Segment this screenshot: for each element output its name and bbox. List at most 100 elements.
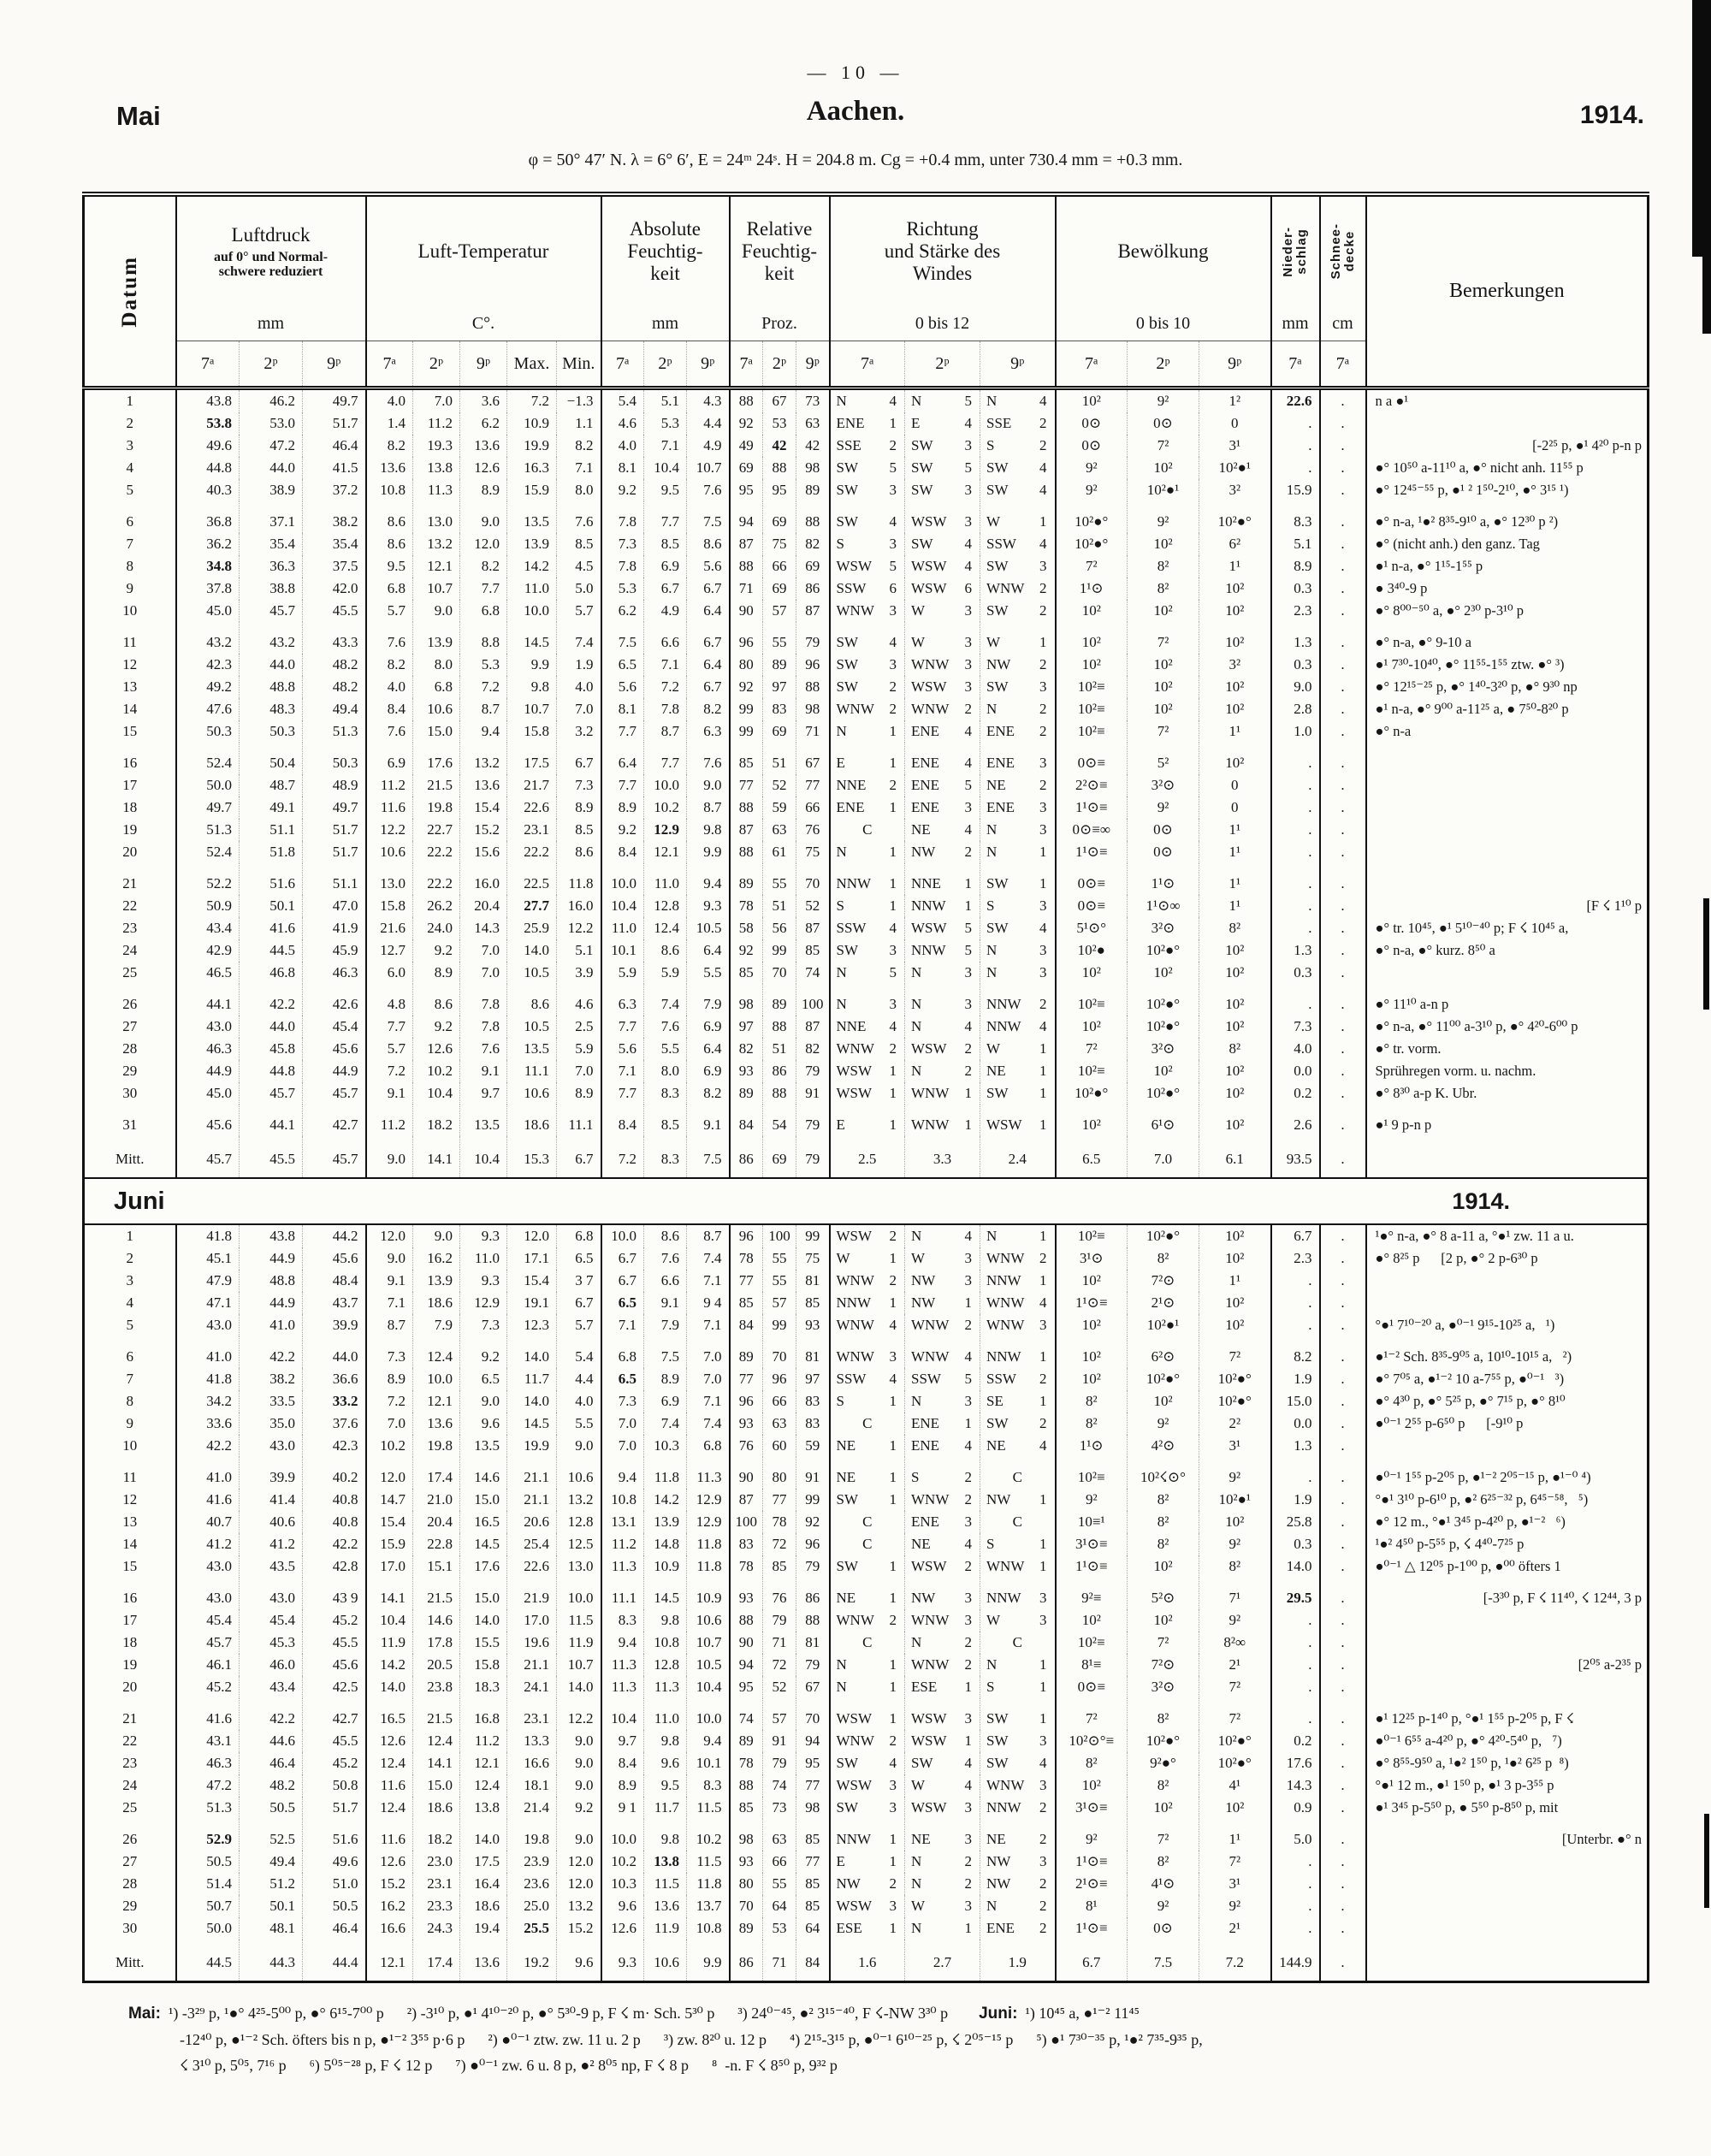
value-cell: 21.7: [506, 774, 557, 797]
value-cell: 11.0: [643, 863, 687, 895]
value-cell: 43 9: [302, 1578, 367, 1609]
remark-cell: [2⁰⁵ a-2³⁵ p: [1578, 1656, 1642, 1673]
value-cell: 8²: [1127, 578, 1199, 600]
value-cell: 19.9: [506, 1435, 557, 1457]
wind-strength: 1: [1039, 1348, 1047, 1365]
value-cell: 7.7: [643, 501, 687, 533]
value-cell: 43.4: [239, 1676, 303, 1698]
wind-direction: W: [836, 1250, 850, 1266]
value-cell: 92: [796, 1511, 831, 1533]
value-cell: 0: [1199, 774, 1272, 797]
value-cell: 9.1: [459, 1060, 507, 1082]
value-cell: 95: [762, 479, 796, 501]
wind-direction: S: [836, 1393, 844, 1409]
value-cell: 7.4: [556, 622, 602, 654]
value-cell: .: [1319, 501, 1367, 533]
value-cell: 85: [796, 1819, 831, 1851]
wind-cell: SSE 2: [980, 412, 1057, 435]
value-cell: .: [1319, 1224, 1367, 1247]
value-cell: 71: [796, 720, 831, 743]
wind-direction: NE: [836, 1590, 856, 1606]
wind-strength: 1: [964, 1679, 973, 1695]
value-cell: 15.6: [459, 841, 507, 863]
value-cell: 9.3: [459, 1270, 507, 1292]
value-cell: 6.4: [686, 654, 731, 676]
wind-direction: WNW: [986, 1558, 1025, 1574]
value-cell: 1.0: [1270, 720, 1321, 743]
value-cell: 17.1: [506, 1247, 557, 1270]
footnote-line: ☇ 3¹⁰ p, 5⁰⁵, 7¹⁶ p ⁶) 5⁰⁵⁻²⁸ p, F ☇ 12 …: [180, 2052, 1634, 2078]
value-cell: 10²: [1055, 1774, 1128, 1797]
value-cell: 24.0: [412, 917, 460, 939]
value-cell: 42: [762, 435, 796, 457]
value-cell: 9.1: [643, 1292, 687, 1314]
remark-cell: ●° 11¹⁰ a-n p: [1375, 996, 1449, 1012]
value-cell: 3²⊙: [1127, 1038, 1199, 1060]
value-cell: 10²: [1055, 1016, 1128, 1038]
value-cell: .: [1319, 1105, 1367, 1136]
value-cell: 6.8: [365, 578, 413, 600]
value-cell: 7.9: [643, 1314, 687, 1336]
value-cell: 96: [796, 654, 831, 676]
value-cell: 144.9: [1270, 1940, 1321, 1982]
observation-row: 28 51.4 51.2 51.0 15.2 23.1 16.4 23.6 12.0 10.3 11…: [83, 1873, 1649, 1895]
observation-row: 11 43.2 43.2 43.3 7.6 13.9 8.8 14.5 7.4 7.5 6.6 6.7…: [83, 622, 1649, 654]
value-cell: 40.6: [239, 1511, 303, 1533]
wind-direction: N: [911, 996, 922, 1012]
value-cell: .: [1319, 1082, 1367, 1105]
wind-strength: 2: [964, 1656, 973, 1673]
value-cell: 83: [762, 698, 796, 720]
value-cell: 48.2: [302, 654, 367, 676]
value-cell: 8.2: [686, 698, 731, 720]
wind-cell: WNW 3: [829, 1336, 905, 1368]
value-cell: 91: [796, 1082, 831, 1105]
value-cell: 10.7: [686, 457, 731, 479]
value-cell: .: [1319, 1917, 1367, 1940]
rel-feuchtigkeit-unit: Proz.: [729, 306, 831, 341]
value-cell: 55: [762, 1873, 796, 1895]
value-cell: 51.7: [302, 1797, 367, 1819]
remark-cell: ●¹ 9 p-n p: [1375, 1116, 1432, 1133]
value-cell: 14.5: [643, 1578, 687, 1609]
value-cell: 1¹: [1199, 895, 1272, 917]
value-cell: 72: [762, 1533, 796, 1555]
value-cell: .: [1319, 1774, 1367, 1797]
remark-cell: ●⁰⁻¹ 1⁵⁵ p-2⁰⁵ p, ●¹⁻² 2⁰⁵⁻¹⁵ p, ●¹⁻⁰ ⁴): [1375, 1469, 1591, 1485]
value-cell: 9.2: [412, 1016, 460, 1038]
value-cell: 9.7: [601, 1730, 644, 1752]
value-cell: 13.7: [686, 1895, 731, 1917]
wind-direction: NNW: [911, 897, 946, 914]
value-cell: .: [1270, 841, 1321, 863]
value-cell: 87: [729, 533, 763, 555]
value-cell: 5.9: [643, 962, 687, 984]
value-cell: 15.0: [412, 1774, 460, 1797]
observation-row: 25 51.3 50.5 51.7 12.4 18.6 13.8 21.4 9.2 9 1 11.7…: [83, 1797, 1649, 1819]
value-cell: 7.4: [643, 1413, 687, 1435]
value-cell: 43.8: [239, 1224, 303, 1247]
value-cell: 11.2: [365, 774, 413, 797]
value-cell: .: [1319, 1851, 1367, 1873]
value-cell: 23.8: [412, 1676, 460, 1698]
value-cell: 15.3: [506, 1136, 557, 1178]
wind-cell: SW 2: [980, 600, 1057, 622]
value-cell: 44.1: [175, 984, 240, 1016]
value-cell: 52.4: [175, 743, 240, 774]
value-cell: 1¹⊙≡: [1055, 1917, 1128, 1940]
wind-direction: SSE: [986, 415, 1012, 431]
value-cell: C: [980, 1457, 1057, 1489]
observation-row: 8 34.2 33.5 33.2 7.2 12.1 9.0 14.0 4.0 7.3 6.9 7.1 9…: [83, 1390, 1649, 1413]
value-cell: 5.4: [556, 1336, 602, 1368]
observation-row: 14 47.6 48.3 49.4 8.4 10.6 8.7 10.7 7.0 8.1 7.8 8.2…: [83, 698, 1649, 720]
value-cell: 6.9: [643, 1390, 687, 1413]
value-cell: 10²●°: [1055, 533, 1128, 555]
day-cell: 2: [83, 1247, 177, 1270]
wind-direction: S: [911, 1469, 920, 1485]
value-cell: 55: [762, 1270, 796, 1292]
value-cell: .: [1270, 863, 1321, 895]
value-cell: 49.1: [239, 797, 303, 819]
wind-direction: NNW: [836, 875, 872, 891]
wind-direction: WNW: [911, 1116, 950, 1133]
wind-strength: 1: [1039, 1679, 1047, 1695]
